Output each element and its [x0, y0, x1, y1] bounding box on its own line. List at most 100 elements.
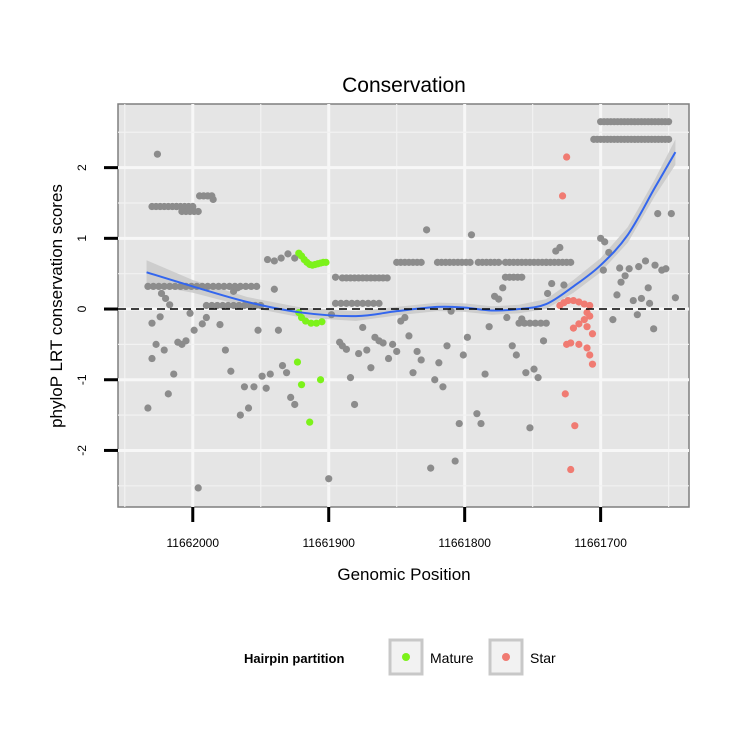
point-other	[350, 400, 359, 409]
point-other	[463, 333, 471, 341]
point-other	[369, 299, 378, 307]
point-other	[170, 370, 178, 378]
point-other	[160, 282, 168, 291]
point-star	[586, 351, 594, 359]
point-other	[215, 282, 223, 291]
point-other	[144, 404, 152, 412]
x-tick-label: 11661900	[302, 536, 355, 550]
point-other	[149, 282, 157, 291]
point-other	[221, 346, 230, 354]
point-other	[548, 279, 556, 288]
point-other	[236, 282, 244, 291]
y-tick-label: 1	[75, 235, 89, 242]
point-other	[508, 342, 516, 350]
point-other	[539, 337, 548, 345]
point-other	[152, 340, 160, 348]
point-other	[337, 299, 345, 307]
point-star	[567, 465, 575, 474]
point-other	[417, 258, 425, 266]
point-other	[367, 364, 375, 372]
point-other	[263, 255, 272, 264]
point-other	[654, 209, 662, 218]
point-other	[485, 323, 493, 331]
point-star	[588, 330, 597, 338]
point-other	[542, 319, 550, 327]
point-other	[270, 285, 278, 293]
point-star	[575, 340, 583, 348]
point-other	[601, 238, 609, 246]
point-other	[204, 282, 212, 291]
point-other	[291, 400, 299, 409]
point-other	[144, 282, 152, 291]
point-star	[571, 422, 579, 430]
point-other	[161, 294, 170, 303]
point-other	[662, 265, 670, 273]
point-other	[544, 289, 552, 298]
point-other	[231, 282, 239, 291]
point-other	[148, 319, 156, 327]
point-other	[250, 383, 258, 391]
point-other	[599, 266, 607, 274]
legend-label-star: Star	[530, 650, 556, 666]
x-axis-title: Genomic Position	[337, 565, 470, 584]
point-other	[616, 264, 624, 272]
point-other	[247, 282, 255, 291]
point-other	[556, 243, 564, 252]
point-other	[229, 301, 238, 310]
point-other	[651, 261, 659, 269]
point-other	[409, 369, 417, 377]
point-other	[155, 282, 163, 291]
point-other	[166, 282, 174, 291]
point-mature	[293, 358, 302, 366]
point-other	[379, 339, 387, 347]
point-star	[558, 192, 567, 200]
point-other	[364, 299, 372, 307]
point-other	[176, 282, 185, 291]
point-other	[560, 281, 568, 289]
point-other	[645, 299, 654, 307]
point-other	[208, 192, 216, 200]
point-other	[213, 301, 221, 310]
smooth-line	[146, 151, 677, 318]
point-other	[202, 313, 210, 322]
point-other	[467, 231, 476, 239]
point-star	[583, 344, 591, 352]
point-other	[567, 258, 575, 266]
point-other	[224, 301, 232, 310]
point-mature	[307, 319, 315, 327]
point-other	[499, 284, 507, 292]
point-mature	[306, 418, 314, 426]
y-tick-label: -1	[75, 374, 89, 385]
point-other	[609, 316, 617, 324]
point-other	[515, 319, 523, 327]
point-other	[190, 326, 198, 334]
point-other	[431, 376, 439, 384]
point-other	[171, 282, 179, 291]
point-other	[650, 325, 658, 333]
point-other	[227, 367, 235, 375]
point-other	[641, 257, 650, 265]
point-other	[629, 296, 637, 305]
point-other	[633, 311, 641, 319]
point-mature	[322, 258, 330, 266]
legend-dot-mature	[402, 653, 410, 661]
point-other	[359, 323, 367, 332]
point-other	[383, 274, 391, 282]
point-other	[270, 257, 278, 265]
point-other	[520, 319, 529, 327]
point-other	[198, 320, 206, 328]
point-other	[254, 326, 262, 334]
smooth-line-layer	[146, 151, 677, 318]
point-mature	[316, 376, 325, 384]
y-tick-label: -2	[75, 445, 89, 456]
point-other	[291, 254, 299, 262]
point-other	[331, 299, 340, 307]
point-mature	[302, 317, 310, 325]
point-star	[561, 390, 569, 398]
point-other	[164, 390, 172, 398]
y-tick-label: 0	[75, 305, 89, 312]
point-other	[277, 254, 285, 262]
point-other	[417, 356, 425, 364]
legend-label-mature: Mature	[430, 650, 474, 666]
